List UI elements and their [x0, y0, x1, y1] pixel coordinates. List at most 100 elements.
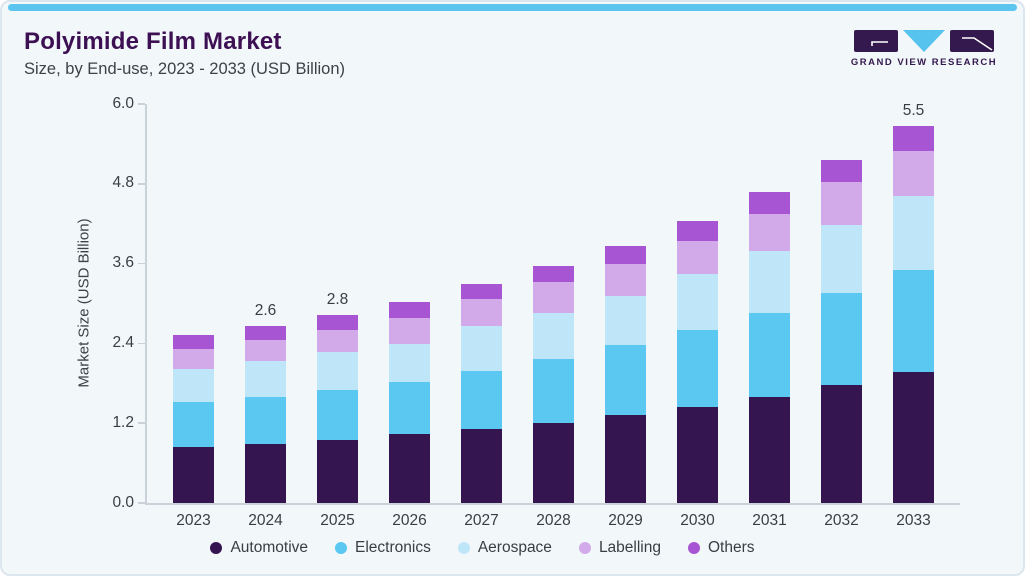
electronics-segment-2024	[245, 396, 286, 444]
automotive-segment-2031	[749, 396, 790, 503]
aerospace-segment-2032	[821, 225, 862, 293]
automotive-segment-2029	[605, 415, 646, 503]
page-title: Polyimide Film Market	[24, 28, 282, 55]
x-axis-label-2025: 2025	[320, 512, 355, 529]
automotive-segment-2024	[245, 443, 286, 503]
bar-total-label-2024: 2.6	[254, 302, 277, 320]
x-axis-label-2029: 2029	[608, 512, 643, 529]
others-segment-2028	[533, 266, 574, 283]
bar-total-label-2025: 2.8	[326, 290, 349, 308]
aerospace-segment-2025	[317, 352, 358, 390]
aerospace-segment-2024	[245, 361, 286, 397]
gvr-logo-icon	[854, 30, 994, 52]
legend-swatch-automotive	[210, 542, 223, 554]
electronics-segment-2027	[461, 370, 502, 430]
legend-item-labelling: Labelling	[578, 539, 661, 557]
electronics-segment-2023	[173, 401, 214, 448]
electronics-segment-2030	[677, 330, 718, 408]
legend-item-automotive: Automotive	[210, 539, 308, 557]
y-tick-mark	[138, 103, 145, 105]
y-tick-label: 1.2	[112, 413, 134, 431]
electronics-segment-2025	[317, 389, 358, 440]
labelling-segment-2031	[749, 213, 790, 251]
labelling-segment-2024	[245, 340, 286, 362]
y-tick-label: 3.6	[112, 254, 134, 272]
legend-swatch-aerospace	[457, 542, 470, 554]
chart-legend: Automotive Electronics Aerospace Labelling O…	[2, 539, 963, 557]
y-tick-label: 0.0	[112, 493, 134, 511]
labelling-segment-2032	[821, 182, 862, 226]
electronics-segment-2031	[749, 312, 790, 397]
legend-label: Automotive	[230, 539, 309, 556]
y-axis-title: Market Size (USD Billion)	[75, 218, 93, 388]
legend-swatch-electronics	[335, 542, 348, 554]
aerospace-segment-2033	[893, 196, 934, 271]
others-segment-2032	[821, 159, 862, 183]
y-tick-label: 2.4	[112, 333, 134, 351]
others-segment-2026	[389, 302, 430, 319]
others-segment-2033	[893, 125, 934, 152]
x-axis-label-2031: 2031	[752, 512, 787, 529]
aerospace-segment-2031	[749, 250, 790, 313]
y-tick-mark	[138, 183, 145, 185]
automotive-segment-2030	[677, 407, 718, 503]
legend-swatch-others	[688, 542, 700, 554]
labelling-segment-2028	[533, 282, 574, 313]
labelling-segment-2030	[677, 240, 718, 275]
x-axis-label-2027: 2027	[464, 512, 499, 529]
labelling-segment-2026	[389, 318, 430, 345]
bar-total-label-2033: 5.5	[902, 101, 925, 119]
x-axis-label-2024: 2024	[248, 512, 283, 529]
electronics-segment-2032	[821, 292, 862, 385]
others-segment-2024	[245, 326, 286, 341]
y-tick-mark	[138, 262, 145, 265]
aerospace-segment-2030	[677, 274, 718, 331]
page-subtitle: Size, by End-use, 2023 - 2033 (USD Billi…	[24, 60, 345, 78]
aerospace-segment-2027	[461, 326, 502, 371]
x-axis-label-2026: 2026	[392, 512, 427, 529]
x-axis-label-2030: 2030	[680, 512, 715, 529]
y-tick-mark	[138, 502, 145, 504]
x-axis-label-2033: 2033	[896, 512, 931, 529]
others-segment-2027	[461, 284, 502, 299]
automotive-segment-2032	[821, 384, 862, 503]
y-axis-line	[145, 104, 147, 503]
electronics-segment-2026	[389, 381, 430, 434]
legend-label: Others	[708, 539, 755, 556]
y-tick-mark	[138, 422, 145, 424]
others-segment-2023	[173, 335, 214, 349]
y-tick-label: 4.8	[112, 174, 134, 192]
aerospace-segment-2026	[389, 344, 430, 382]
x-axis-label-2028: 2028	[536, 512, 571, 529]
logo-text: GRAND VIEW RESEARCH	[850, 57, 998, 68]
aerospace-segment-2029	[605, 295, 646, 345]
labelling-segment-2029	[605, 264, 646, 296]
others-segment-2025	[317, 314, 358, 331]
automotive-segment-2033	[893, 371, 934, 503]
x-axis-label-2032: 2032	[824, 512, 859, 529]
y-tick-mark	[138, 342, 145, 345]
electronics-segment-2029	[605, 344, 646, 416]
labelling-segment-2023	[173, 348, 214, 370]
accent-strip	[8, 4, 1017, 11]
legend-item-aerospace: Aerospace	[457, 539, 552, 557]
electronics-segment-2033	[893, 270, 934, 372]
automotive-segment-2025	[317, 439, 358, 503]
legend-item-others: Others	[688, 539, 755, 557]
others-segment-2030	[677, 221, 718, 241]
others-segment-2029	[605, 246, 646, 265]
automotive-segment-2023	[173, 447, 214, 503]
legend-label: Labelling	[598, 539, 661, 556]
y-tick-label: 6.0	[112, 94, 134, 112]
legend-item-electronics: Electronics	[335, 539, 431, 557]
labelling-segment-2033	[893, 151, 934, 197]
electronics-segment-2028	[533, 359, 574, 424]
labelling-segment-2027	[461, 298, 502, 327]
automotive-segment-2026	[389, 433, 430, 503]
labelling-segment-2025	[317, 330, 358, 353]
x-axis-label-2023: 2023	[176, 512, 211, 529]
legend-label: Aerospace	[477, 539, 552, 556]
legend-swatch-labelling	[578, 542, 591, 554]
x-axis-line	[145, 503, 960, 505]
